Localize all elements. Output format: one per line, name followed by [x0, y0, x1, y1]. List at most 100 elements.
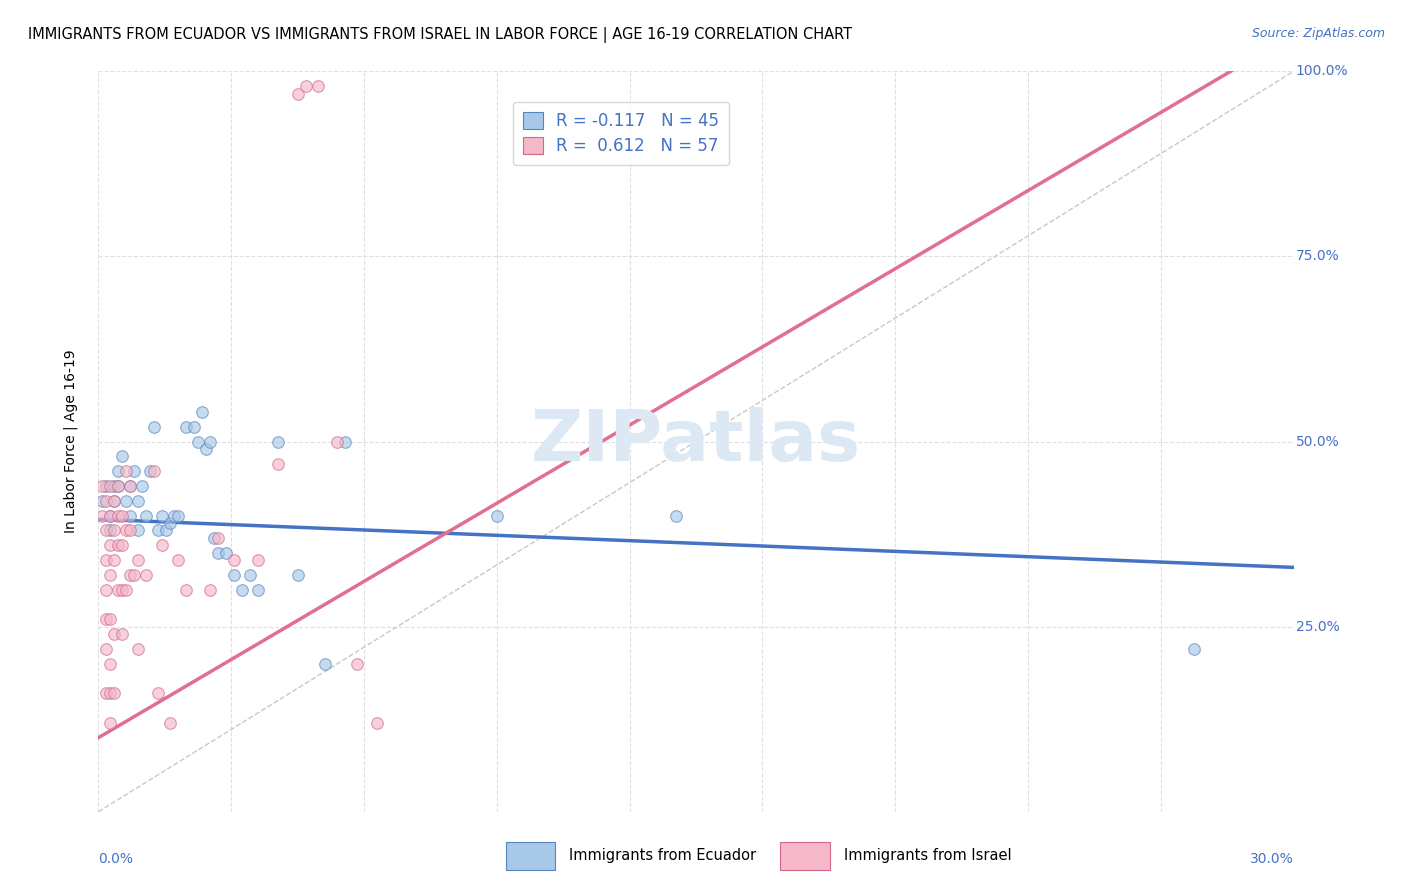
Point	[120, 479, 142, 493]
Point	[307, 79, 329, 94]
Point	[148, 524, 170, 538]
Point	[98, 686, 122, 700]
Point	[98, 715, 122, 730]
Point	[246, 582, 269, 597]
Point	[287, 567, 309, 582]
Point	[115, 524, 138, 538]
Point	[111, 508, 134, 523]
Point	[167, 508, 190, 523]
Text: 30.0%: 30.0%	[1250, 853, 1294, 866]
Point	[159, 516, 181, 530]
Point	[98, 538, 122, 552]
Point	[198, 582, 221, 597]
Point	[107, 479, 129, 493]
Point	[187, 434, 209, 449]
Point	[103, 627, 125, 641]
Point	[131, 479, 153, 493]
Point	[207, 531, 229, 545]
Point	[120, 567, 142, 582]
FancyBboxPatch shape	[506, 842, 555, 871]
Point	[96, 641, 118, 656]
Point	[222, 567, 245, 582]
Point	[96, 493, 118, 508]
Point	[111, 627, 134, 641]
Point	[103, 686, 125, 700]
Point	[287, 87, 309, 101]
Point	[246, 553, 269, 567]
Point	[103, 524, 125, 538]
Point	[91, 508, 114, 523]
Point	[111, 450, 134, 464]
Point	[103, 493, 125, 508]
Point	[103, 493, 125, 508]
Point	[127, 641, 149, 656]
Point	[127, 493, 149, 508]
Point	[202, 531, 225, 545]
Point	[127, 553, 149, 567]
Point	[96, 524, 118, 538]
Point	[111, 582, 134, 597]
Y-axis label: In Labor Force | Age 16-19: In Labor Force | Age 16-19	[63, 350, 77, 533]
Point	[96, 612, 118, 626]
Point	[222, 553, 245, 567]
Point	[103, 553, 125, 567]
Point	[155, 524, 177, 538]
Point	[665, 508, 688, 523]
Point	[183, 419, 205, 434]
Point	[207, 546, 229, 560]
Point	[98, 479, 122, 493]
Point	[167, 553, 190, 567]
Text: 100.0%: 100.0%	[1296, 64, 1348, 78]
Point	[174, 582, 197, 597]
Point	[150, 538, 173, 552]
Point	[335, 434, 357, 449]
Point	[163, 508, 186, 523]
Legend: R = -0.117   N = 45, R =  0.612   N = 57: R = -0.117 N = 45, R = 0.612 N = 57	[513, 102, 730, 165]
Point	[1182, 641, 1205, 656]
Point	[115, 582, 138, 597]
Text: Immigrants from Israel: Immigrants from Israel	[844, 848, 1011, 863]
Point	[107, 508, 129, 523]
Point	[96, 479, 118, 493]
Point	[150, 508, 173, 523]
Point	[135, 508, 157, 523]
Point	[294, 79, 316, 94]
Point	[127, 524, 149, 538]
Point	[91, 493, 114, 508]
Point	[98, 567, 122, 582]
Point	[174, 419, 197, 434]
Point	[198, 434, 221, 449]
Point	[315, 657, 337, 671]
Text: Source: ZipAtlas.com: Source: ZipAtlas.com	[1251, 27, 1385, 40]
Point	[107, 464, 129, 478]
Point	[143, 464, 166, 478]
Text: ZIPatlas: ZIPatlas	[531, 407, 860, 476]
Point	[326, 434, 349, 449]
Point	[195, 442, 218, 456]
Point	[120, 508, 142, 523]
Point	[107, 582, 129, 597]
Text: IMMIGRANTS FROM ECUADOR VS IMMIGRANTS FROM ISRAEL IN LABOR FORCE | AGE 16-19 COR: IMMIGRANTS FROM ECUADOR VS IMMIGRANTS FR…	[28, 27, 852, 43]
Point	[148, 686, 170, 700]
Point	[91, 479, 114, 493]
Point	[267, 434, 290, 449]
Point	[485, 508, 508, 523]
Point	[231, 582, 253, 597]
Point	[267, 457, 290, 471]
Point	[107, 538, 129, 552]
Point	[239, 567, 262, 582]
Text: 0.0%: 0.0%	[98, 853, 134, 866]
Point	[191, 405, 214, 419]
Point	[98, 508, 122, 523]
Point	[139, 464, 162, 478]
Point	[124, 464, 146, 478]
Point	[98, 657, 122, 671]
Point	[135, 567, 157, 582]
Point	[366, 715, 388, 730]
Text: 50.0%: 50.0%	[1296, 434, 1340, 449]
Point	[120, 479, 142, 493]
Point	[98, 524, 122, 538]
Point	[107, 479, 129, 493]
Text: 25.0%: 25.0%	[1296, 620, 1340, 633]
Point	[143, 419, 166, 434]
